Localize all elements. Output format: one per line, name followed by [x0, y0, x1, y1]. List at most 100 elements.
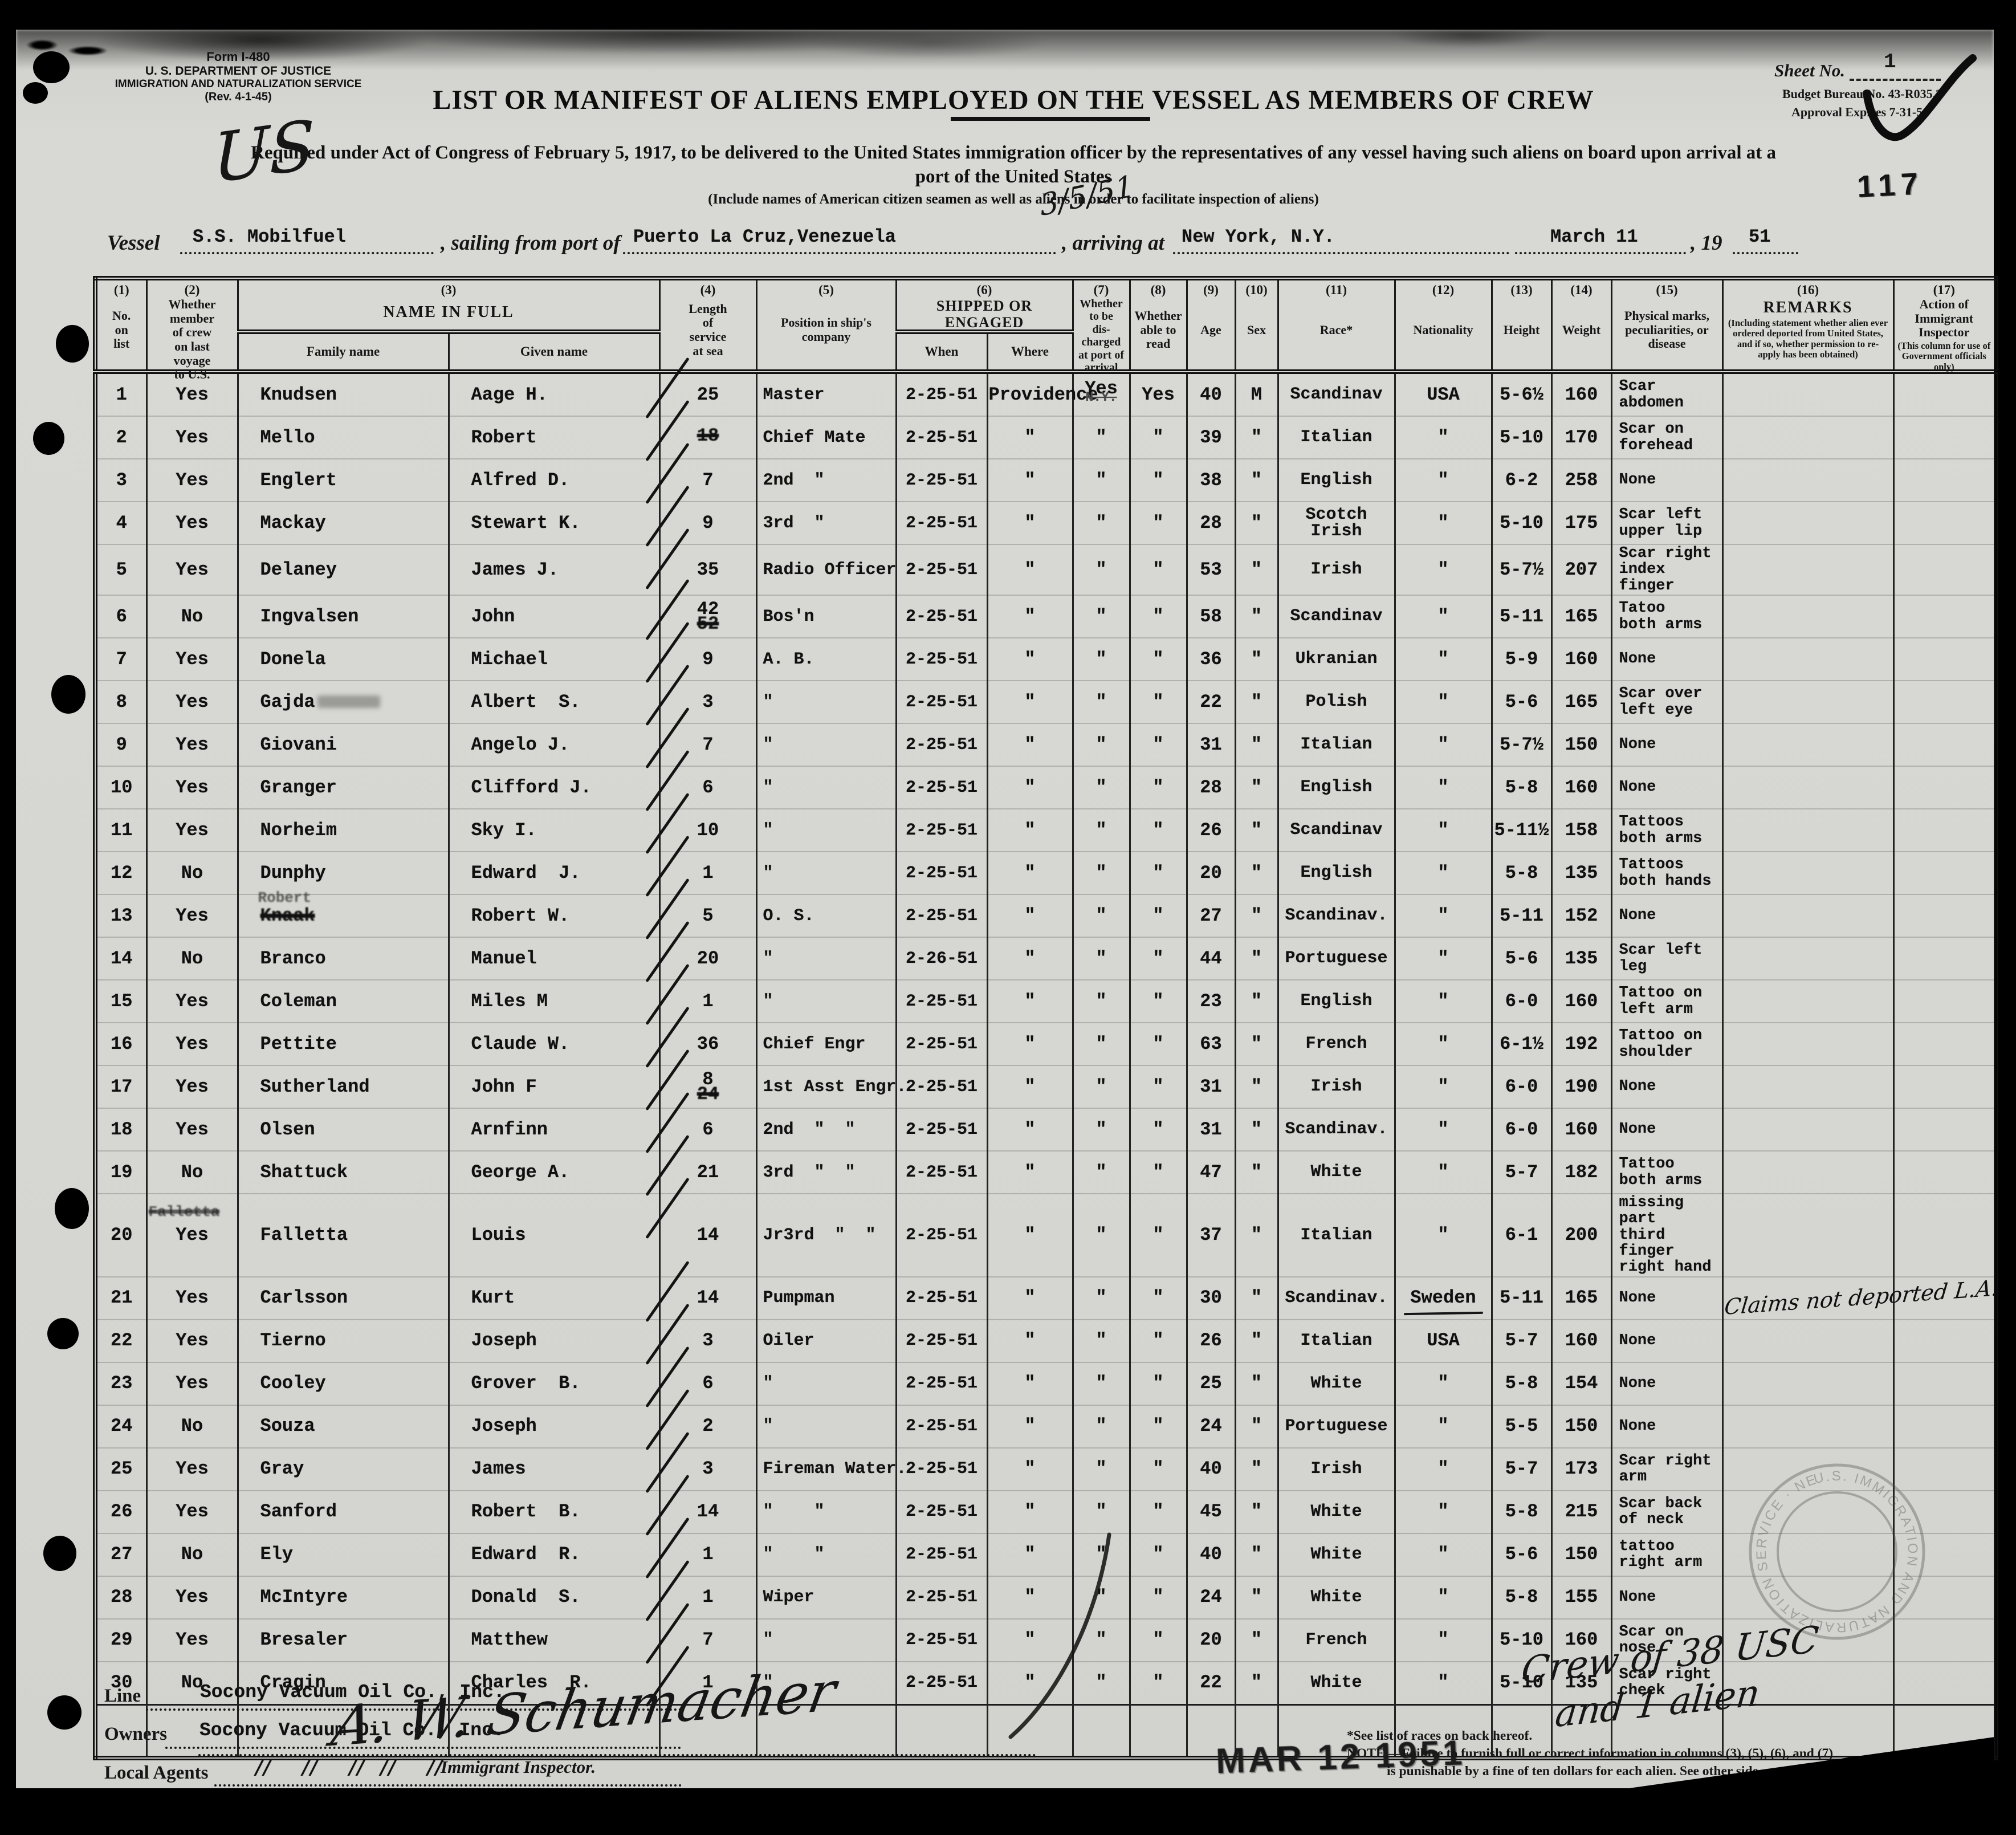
table-row: 26 Yes Sanford Robert B. 14 " " 2-25-51 " " " 45 " W…	[94, 1490, 1997, 1533]
cell-given: Charles R.	[447, 1661, 661, 1705]
cell-race: Scandinav.	[1277, 1108, 1396, 1152]
cell-marks: Tattoo both arms	[1610, 1150, 1724, 1194]
cell-position: " "	[755, 1532, 897, 1576]
cell-read: "	[1129, 1276, 1188, 1320]
cell-no: 9	[94, 723, 148, 767]
cell-discharge: "	[1072, 937, 1131, 980]
cell-marks: None	[1610, 766, 1724, 809]
cell-discharge: "	[1072, 1193, 1131, 1277]
year-field: 51	[1733, 226, 1798, 254]
cell-position: "	[755, 808, 897, 852]
cell-race: Scandinav	[1277, 371, 1396, 416]
cell-age: 25	[1186, 1361, 1236, 1405]
cell-when: 2-25-51	[895, 1150, 988, 1194]
cell-read: "	[1129, 1447, 1188, 1491]
cell-race: Scandinav	[1277, 808, 1396, 852]
table-row: 11 Yes Norheim Sky I. 10 " 2-25-51 " " " 26 " Scandi…	[94, 808, 1997, 852]
owners-field: Socony Vacuum Oil Co., Inc.	[165, 1718, 681, 1749]
cell-nationality: "	[1394, 1022, 1493, 1066]
cell-remark	[1721, 894, 1895, 938]
cell-no: 17	[94, 1065, 148, 1109]
footnote-block: *See list of races on back hereof. NOTE.…	[1347, 1727, 1951, 1780]
cell-position: "	[755, 937, 897, 980]
cell-no: 22	[94, 1319, 148, 1362]
cell-discharge: "	[1072, 1022, 1131, 1066]
local-agents-field: // // // // //	[214, 1756, 682, 1787]
cell-marks: None	[1610, 1276, 1724, 1320]
manifest-sheet: Form I-480 U. S. DEPARTMENT OF JUSTICE I…	[16, 25, 1999, 1788]
table-row: 7 Yes Donela Michael 9 A. B. 2-25-51 " " " 36 " Ukra…	[94, 637, 1997, 681]
arrival-port-field: New York, N.Y.	[1173, 226, 1509, 254]
cell-length: 25	[658, 371, 757, 416]
cell-family: Mackay	[237, 501, 450, 544]
cell-sex: "	[1234, 1276, 1279, 1320]
table-row: 22 Yes Tierno Joseph 3 Oiler 2-25-51 " " " 26 " Ital…	[94, 1319, 1997, 1362]
cell-age: 44	[1186, 937, 1236, 980]
cell-discharge: "	[1072, 1490, 1131, 1533]
cell-age: 28	[1186, 501, 1236, 544]
cell-action	[1892, 937, 1997, 980]
cell-marks: Scar left leg	[1610, 937, 1724, 980]
cell-discharge: "	[1072, 808, 1131, 852]
cell-marks: Scar right index finger	[1610, 543, 1724, 596]
cell-member: Yes	[145, 680, 239, 724]
cell-family: Sutherland	[237, 1065, 450, 1109]
cell-discharge: "	[1072, 979, 1131, 1023]
cell-position: "	[755, 1404, 897, 1448]
cell-race: Portuguese	[1277, 1404, 1396, 1448]
cell-height: 5-6	[1490, 680, 1553, 724]
cell-length: 5	[658, 894, 757, 938]
punch-hole	[43, 1536, 76, 1571]
punch-hole	[47, 1318, 79, 1349]
cell-member: No	[145, 937, 239, 980]
cell-weight: 160	[1550, 1108, 1612, 1152]
cell-age: 27	[1186, 894, 1236, 938]
cell-race: White	[1277, 1490, 1396, 1533]
cell-age: 63	[1186, 1022, 1236, 1066]
cell-weight: 135	[1550, 937, 1612, 980]
line-label: Line	[104, 1686, 141, 1706]
cell-read: "	[1129, 937, 1188, 980]
cell-position: 1st Asst Engr.	[755, 1065, 907, 1109]
cell-read: "	[1129, 851, 1188, 895]
cell-position: Chief Engr	[755, 1022, 897, 1066]
table-header: (1) No. on list (2) Whether member of crew…	[94, 277, 1997, 381]
cell-action	[1892, 637, 1997, 681]
cell-member: Yes Falletta	[145, 1193, 239, 1277]
cell-given: Stewart K.	[447, 501, 661, 544]
cell-race: White	[1277, 1532, 1396, 1576]
cell-remark	[1721, 1532, 1895, 1576]
col-given-name: Given name	[447, 331, 661, 374]
cell-when: 2-25-51	[895, 680, 988, 724]
cell-member: Yes	[145, 501, 239, 544]
cell-age: 24	[1186, 1404, 1236, 1448]
table-row: 6 No Ingvalsen John 42 52 Bos'n 2-25-51 " " " 58 " Sc…	[94, 595, 1997, 638]
cell-family: Ely	[237, 1532, 450, 1576]
budget-bureau-line: Budget Bureau No. 43-R035.3	[1782, 87, 1942, 101]
cell-sex: M	[1234, 371, 1279, 416]
cell-member: No	[145, 595, 239, 638]
cell-sex: "	[1234, 1490, 1279, 1533]
cell-weight: 160	[1550, 766, 1612, 809]
cell-length: 14	[658, 1276, 757, 1320]
cell-when: 2-25-51	[895, 1490, 988, 1533]
cell-race: White	[1277, 1150, 1396, 1194]
cell-age: 20	[1186, 1618, 1236, 1662]
cell-position: 2nd " "	[755, 1108, 897, 1152]
cell-position: Jr3rd " "	[755, 1193, 897, 1277]
cell-given: Joseph	[447, 1319, 661, 1362]
cell-action	[1892, 1661, 1997, 1705]
cell-height: 6-1	[1490, 1193, 1553, 1277]
cell-weight: 207	[1550, 543, 1612, 596]
cell-no: 23	[94, 1361, 148, 1405]
cell-nationality: "	[1394, 458, 1493, 502]
cell-age: 22	[1186, 1661, 1236, 1705]
cell-marks: None	[1610, 1108, 1724, 1152]
arrival-port-value: New York, N.Y.	[1182, 226, 1335, 247]
cell-age: 28	[1186, 766, 1236, 809]
cell-given: Robert W.	[447, 894, 661, 938]
cell-read: "	[1129, 723, 1188, 767]
cell-member: Yes	[145, 371, 239, 416]
cell-where: "	[986, 1661, 1074, 1705]
cell-position: Wiper	[755, 1575, 897, 1619]
